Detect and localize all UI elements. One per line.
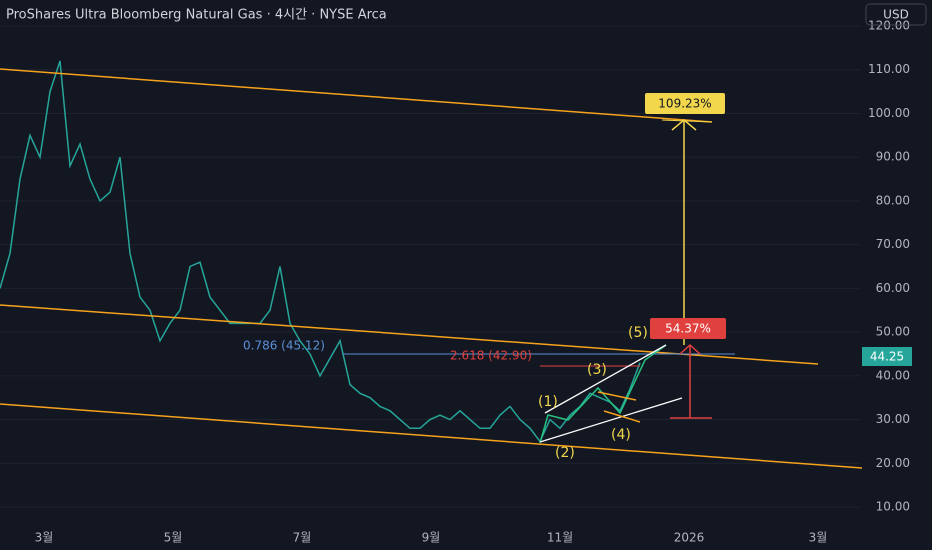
y-tick-label: 50.00 — [876, 325, 910, 339]
currency[interactable]: USD — [883, 8, 909, 22]
x-tick-label: 3월 — [35, 531, 54, 545]
wave-label: (5) — [628, 325, 648, 341]
x-tick-label: 2026 — [674, 531, 705, 545]
plot: 10.00 20.00 30.00 40.00 50.00 60.00 70.00 80.00… — [0, 19, 910, 545]
y-tick-label: 60.00 — [876, 281, 910, 295]
y-tick-label: 90.00 — [876, 150, 910, 164]
target-label: 54.37% — [665, 322, 711, 336]
wave-label: (4) — [611, 427, 631, 443]
y-tick-label: 40.00 — [876, 368, 910, 382]
wedge-line — [544, 344, 667, 414]
currency-button[interactable] — [865, 3, 927, 26]
y-tick-label: 100.00 — [868, 106, 910, 120]
wave-label: (2) — [555, 445, 575, 461]
y-tick-label: 10.00 — [876, 500, 910, 514]
x-tick-label: 5월 — [164, 531, 183, 545]
channel-top — [0, 68, 713, 123]
fib-label: 0.786 (45.12) — [243, 339, 325, 353]
price-line — [0, 60, 641, 443]
measure-cap — [661, 119, 713, 123]
fib-label: 2.618 (42.90) — [450, 349, 532, 363]
label-box — [645, 93, 725, 114]
wave-path — [539, 344, 667, 444]
last-price: 44.25 — [870, 350, 904, 364]
y-tick-label: 110.00 — [868, 62, 910, 76]
y-tick-label: 30.00 — [876, 412, 910, 426]
channel-bottom — [0, 403, 863, 469]
label-box — [650, 318, 726, 339]
wedge-line — [539, 397, 683, 443]
wave-label: (1) — [538, 394, 558, 410]
chart-title: ProShares Ultra Bloomberg Natural Gas · … — [6, 8, 387, 23]
wave-label: (3) — [587, 362, 607, 378]
y-tick-label: 80.00 — [876, 193, 910, 207]
arrow-head — [671, 119, 697, 131]
x-tick-label: 7월 — [293, 531, 312, 545]
price-tag — [862, 347, 912, 366]
x-tick-label: 9월 — [422, 531, 441, 545]
x-tick-label: 11월 — [547, 531, 573, 545]
y-tick-label: 20.00 — [876, 456, 910, 470]
wave-mark — [597, 391, 637, 401]
y-tick-label: 70.00 — [876, 237, 910, 251]
target-label: 109.23% — [658, 97, 711, 111]
arrow-head — [679, 343, 701, 355]
wave-mark — [603, 410, 641, 423]
x-tick-label: 3월 — [809, 531, 828, 545]
